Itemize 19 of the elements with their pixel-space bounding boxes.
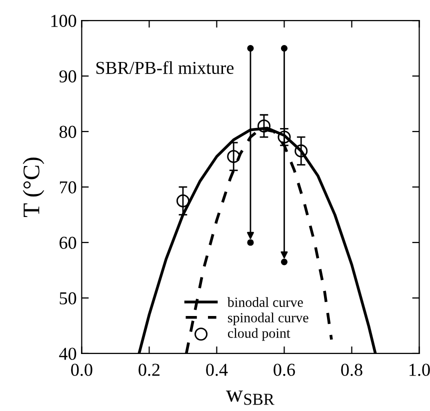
- y-tick-label: 50: [60, 292, 76, 304]
- y-tick-label: 40: [59, 348, 76, 360]
- y-tick-label: 100: [51, 14, 76, 27]
- x-tick-label: 0.2: [138, 364, 160, 376]
- legend-label: cloud point: [228, 328, 290, 341]
- legend-label: binodal curve: [227, 297, 303, 307]
- x-tick-label: 0.6: [274, 364, 295, 376]
- y-axis-title: T (°C): [22, 158, 44, 217]
- y-tick-label: 70: [60, 181, 76, 194]
- y-tick-label: 80: [59, 126, 76, 138]
- x-tick-label: 0.8: [341, 364, 362, 376]
- x-axis-title: w$_{SBR}$: [226, 390, 274, 405]
- y-tick-label: 90: [59, 70, 76, 82]
- x-tick-label: 1.0: [410, 364, 430, 376]
- legend-label: spinodal curve: [228, 312, 308, 326]
- x-tick-label: 0.0: [71, 364, 92, 376]
- y-tick-label: 60: [60, 236, 76, 249]
- x-tick-label: 0.4: [206, 364, 228, 376]
- annotation: SBR/PB-fl mixture: [96, 61, 234, 74]
